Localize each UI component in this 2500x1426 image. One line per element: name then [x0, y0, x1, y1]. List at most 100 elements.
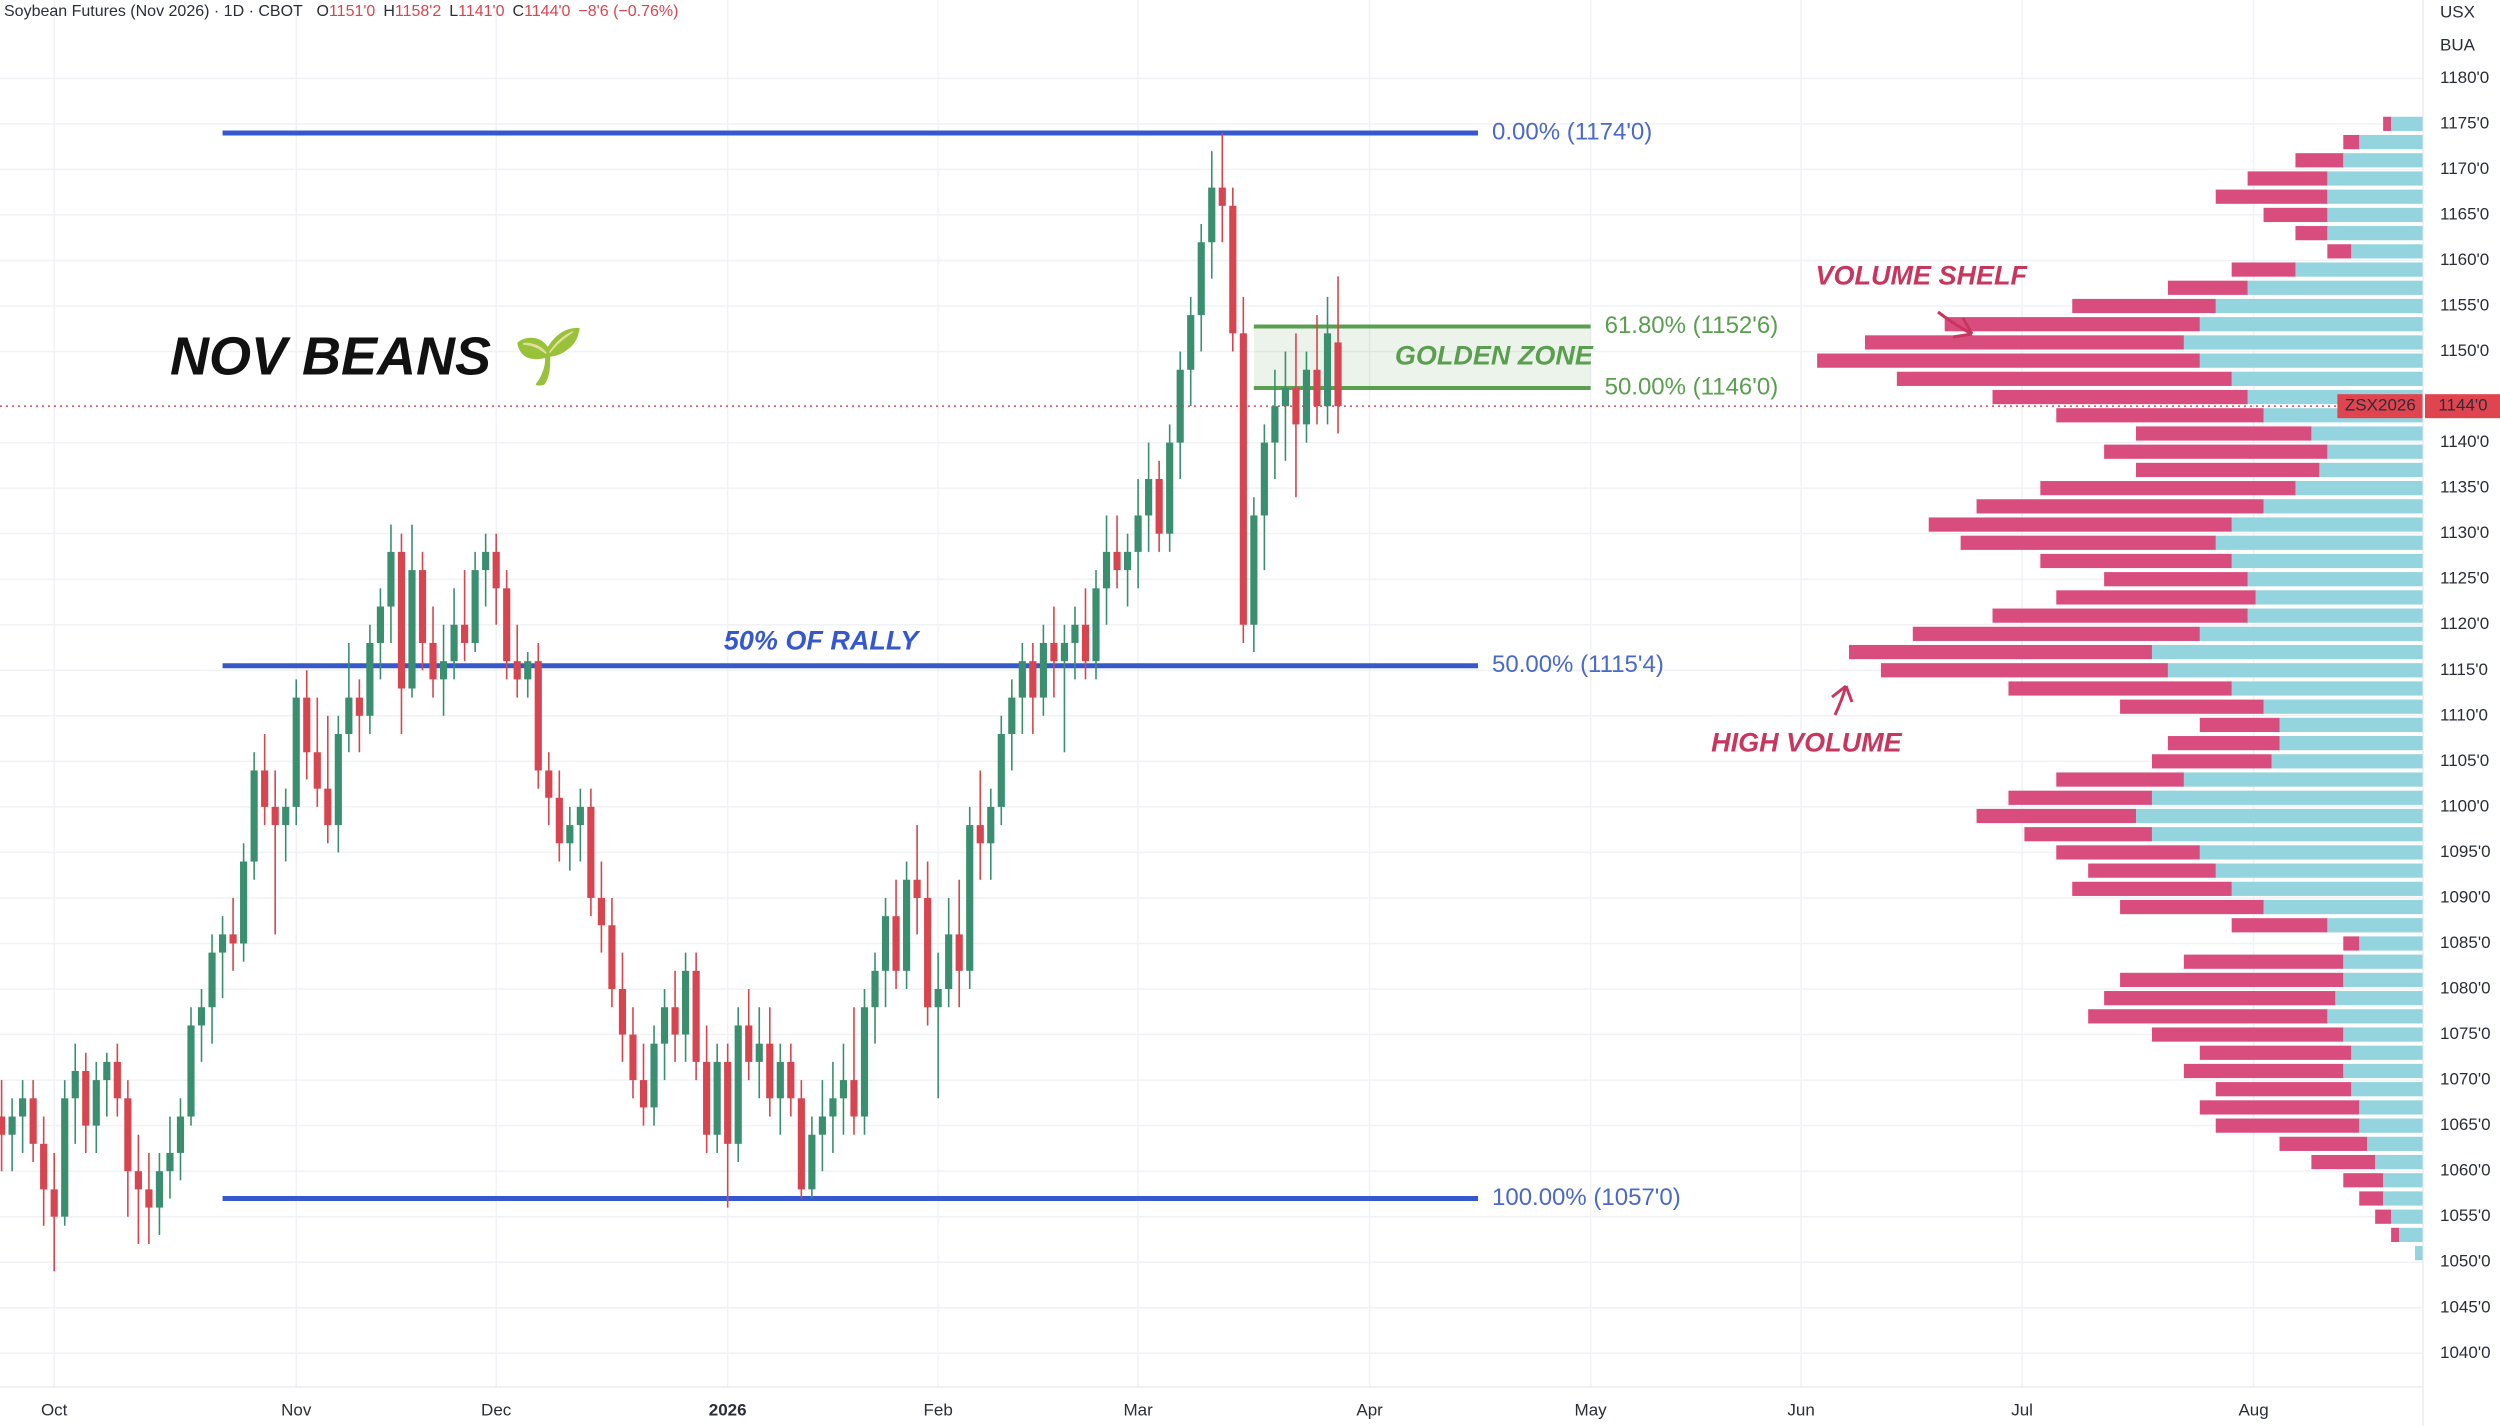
candle-body [839, 1080, 848, 1099]
down-volume-bar [2343, 936, 2360, 951]
candle-body [408, 570, 416, 689]
candle-body [1271, 406, 1279, 443]
down-volume-bar [2056, 845, 2200, 860]
up-volume-bar [2415, 1246, 2423, 1261]
down-volume-bar [2120, 972, 2344, 988]
down-volume-bar [2024, 827, 2152, 842]
candle-body [650, 1043, 658, 1108]
up-volume-bar [2215, 535, 2423, 550]
x-tick-label: Apr [1356, 1400, 1383, 1419]
up-volume-bar [2199, 845, 2423, 860]
candle-body [860, 1007, 869, 1117]
candle-body [576, 806, 584, 826]
candle-body [1239, 333, 1247, 625]
candle-body [355, 697, 363, 716]
down-volume-bar [1880, 663, 2168, 678]
candle-body [692, 970, 700, 1062]
x-tick-label: Jul [2011, 1400, 2033, 1419]
down-volume-bar [1976, 808, 2137, 824]
down-volume-bar [2104, 991, 2336, 1006]
candle-body [881, 916, 890, 971]
down-volume-bar [2295, 226, 2328, 241]
y-tick-label: 1135'0 [2440, 478, 2489, 497]
down-volume-bar [2199, 1045, 2352, 1060]
up-volume-bar [2383, 1191, 2423, 1206]
down-volume-bar [2383, 116, 2392, 131]
y-tick-label: 1075'0 [2440, 1024, 2491, 1043]
up-volume-bar [2263, 499, 2423, 514]
candle-body [808, 1134, 816, 1190]
down-volume-bar [2136, 426, 2312, 441]
candle-body [1229, 205, 1237, 334]
candle-body [313, 752, 321, 789]
up-volume-bar [2343, 153, 2423, 168]
candle-body [987, 806, 995, 844]
up-volume-bar [2359, 936, 2423, 951]
candle-body [1323, 333, 1332, 407]
candle-body [103, 1061, 111, 1081]
up-volume-bar [2351, 244, 2423, 259]
candle-body [829, 1098, 837, 1117]
up-volume-bar [2231, 881, 2423, 896]
candle-body [71, 1070, 79, 1099]
down-volume-bar [2056, 772, 2184, 787]
candle-body [797, 1098, 805, 1190]
candle-body [608, 925, 616, 990]
candle-body [29, 1098, 37, 1144]
up-volume-bar [2215, 298, 2423, 314]
down-volume-bar [2008, 681, 2232, 696]
up-volume-bar [2247, 280, 2423, 295]
candle-body [1050, 642, 1058, 662]
down-volume-bar [1817, 353, 2200, 368]
candle-body [1102, 551, 1111, 589]
candle-body [945, 934, 953, 990]
candle-body [461, 624, 469, 643]
candle-body [282, 806, 290, 826]
up-volume-bar [2327, 226, 2423, 241]
up-volume-bar [2199, 353, 2423, 368]
candle-body [271, 806, 279, 826]
candle-body [660, 1007, 669, 1044]
candle-body [1313, 369, 1321, 407]
candle-body [124, 1098, 132, 1172]
candle-body [1197, 242, 1205, 316]
down-volume-bar [2215, 189, 2328, 204]
up-volume-bar [2151, 790, 2423, 805]
down-volume-bar [2088, 863, 2216, 878]
candle-body [303, 697, 311, 753]
down-volume-bar [2104, 444, 2328, 459]
candle-body [1292, 387, 1300, 425]
down-volume-bar [2040, 553, 2232, 569]
down-volume-bar [2008, 790, 2152, 805]
candle-body [40, 1143, 48, 1190]
candle-body [366, 642, 374, 716]
up-volume-bar [2247, 608, 2423, 623]
up-volume-bar [2327, 1009, 2423, 1024]
up-volume-bar [2231, 371, 2423, 386]
currency: USX [2440, 2, 2475, 21]
y-tick-label: 1120'0 [2440, 614, 2489, 633]
candle-body [187, 1025, 195, 1117]
candle-body [61, 1098, 69, 1217]
up-volume-bar [2335, 991, 2423, 1006]
candle-body [934, 989, 942, 1008]
candle-body [50, 1189, 58, 1217]
down-volume-bar [2136, 462, 2320, 478]
up-volume-bar [2343, 972, 2423, 988]
candle-body [82, 1070, 90, 1126]
y-tick-label: 1125'0 [2440, 569, 2489, 588]
down-volume-bar [2311, 1154, 2376, 1170]
up-volume-bar [2367, 1136, 2423, 1151]
x-tick-label: Feb [924, 1400, 953, 1419]
x-tick-label: Nov [281, 1400, 312, 1419]
session: BUA [2440, 35, 2476, 54]
candle-body [1092, 588, 1100, 662]
up-volume-bar [2327, 189, 2423, 204]
y-tick-label: 1165'0 [2440, 204, 2489, 223]
down-volume-bar [2167, 736, 2280, 751]
down-volume-bar [2199, 1100, 2360, 1115]
candle-body [1208, 187, 1216, 243]
candle-body [1166, 442, 1174, 534]
y-tick-label: 1180'0 [2440, 68, 2489, 87]
